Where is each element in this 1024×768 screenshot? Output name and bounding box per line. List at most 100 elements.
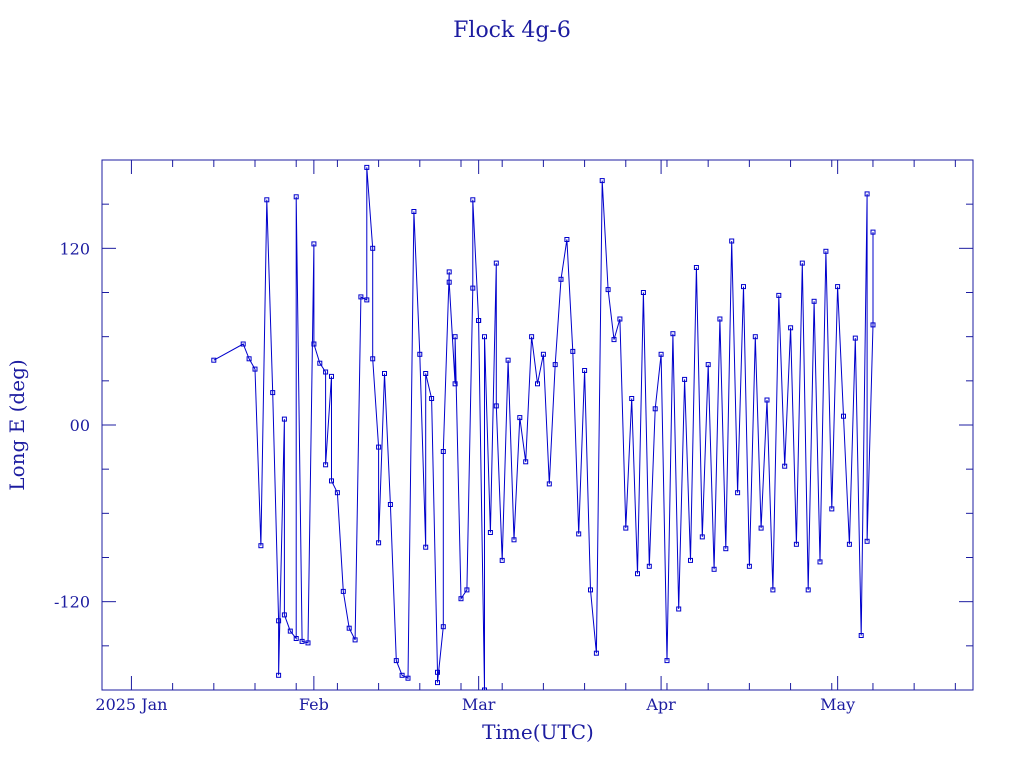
data-point bbox=[817, 559, 823, 565]
data-point bbox=[852, 335, 858, 341]
x-tick-label: May bbox=[820, 695, 855, 714]
data-point bbox=[776, 292, 782, 298]
data-point bbox=[423, 371, 429, 376]
data-point bbox=[770, 587, 776, 593]
data-point bbox=[446, 269, 452, 275]
data-point bbox=[482, 334, 487, 340]
data-point bbox=[711, 566, 717, 572]
data-point bbox=[240, 341, 246, 347]
data-point bbox=[535, 381, 540, 387]
data-point bbox=[640, 290, 646, 295]
data-point bbox=[611, 337, 617, 343]
data-point bbox=[735, 490, 741, 496]
data-point bbox=[511, 537, 517, 543]
data-point bbox=[417, 351, 423, 357]
data-point bbox=[293, 636, 299, 641]
data-point bbox=[246, 356, 252, 362]
data-point bbox=[329, 478, 334, 484]
data-point bbox=[317, 360, 323, 366]
data-point bbox=[299, 638, 305, 644]
data-point bbox=[558, 276, 564, 282]
data-point bbox=[387, 502, 393, 507]
data-point bbox=[676, 606, 682, 612]
data-point bbox=[635, 571, 640, 577]
plot-frame bbox=[101, 159, 974, 691]
data-point bbox=[270, 390, 276, 396]
data-point bbox=[399, 672, 405, 678]
data-point bbox=[446, 279, 452, 285]
data-point bbox=[435, 680, 440, 686]
data-point bbox=[505, 357, 511, 363]
data-point bbox=[517, 415, 523, 421]
data-point bbox=[429, 396, 435, 401]
data-point bbox=[564, 237, 570, 242]
data-point bbox=[699, 534, 705, 540]
data-point bbox=[435, 669, 440, 675]
data-point bbox=[499, 557, 505, 563]
data-point bbox=[258, 543, 264, 549]
data-point bbox=[376, 444, 382, 450]
chart-title: Flock 4g-6 bbox=[453, 18, 571, 43]
data-point bbox=[423, 544, 429, 550]
data-point bbox=[311, 241, 317, 247]
data-point bbox=[458, 596, 464, 602]
x-tick-label: Apr bbox=[645, 695, 676, 714]
y-tick-label: 120 bbox=[59, 239, 90, 258]
data-point bbox=[440, 449, 446, 454]
data-point bbox=[211, 357, 217, 363]
data-point bbox=[746, 563, 752, 569]
y-tick-label: 00 bbox=[70, 416, 90, 435]
data-point bbox=[382, 371, 387, 376]
data-point bbox=[370, 245, 376, 251]
data-point bbox=[411, 209, 417, 214]
data-point bbox=[452, 334, 458, 340]
data-point bbox=[376, 540, 382, 546]
data-point bbox=[287, 628, 293, 634]
data-point bbox=[605, 287, 611, 293]
data-point bbox=[252, 366, 258, 372]
data-point bbox=[805, 587, 811, 593]
data-point bbox=[835, 284, 841, 290]
data-point bbox=[340, 588, 346, 594]
data-point bbox=[346, 625, 352, 631]
data-point bbox=[405, 675, 411, 681]
data-point bbox=[464, 587, 470, 593]
data-point bbox=[311, 341, 317, 347]
series-layer bbox=[211, 164, 876, 690]
data-point bbox=[323, 369, 329, 375]
data-point bbox=[364, 297, 370, 303]
data-point bbox=[570, 348, 576, 354]
y-axis-label: Long E (deg) bbox=[5, 359, 29, 490]
data-point bbox=[823, 248, 829, 254]
data-point bbox=[487, 530, 493, 535]
data-point bbox=[841, 413, 846, 419]
data-point bbox=[281, 416, 287, 422]
axes: 120 00 -120 2025 Jan Feb Mar Apr May bbox=[54, 160, 973, 714]
data-point bbox=[476, 318, 482, 323]
data-point bbox=[617, 316, 623, 322]
data-point bbox=[281, 612, 287, 618]
data-point bbox=[276, 672, 282, 678]
data-point bbox=[793, 541, 799, 547]
data-point bbox=[782, 463, 788, 469]
data-point bbox=[682, 376, 688, 382]
data-point bbox=[470, 197, 476, 203]
data-point bbox=[864, 191, 870, 197]
data-point bbox=[688, 557, 693, 563]
data-point bbox=[393, 658, 399, 664]
data-point bbox=[652, 406, 658, 412]
data-point bbox=[758, 525, 764, 531]
data-point bbox=[629, 396, 635, 401]
data-point bbox=[540, 351, 546, 357]
data-point bbox=[788, 325, 794, 331]
data-point bbox=[305, 640, 311, 646]
data-point bbox=[576, 531, 582, 537]
data-point bbox=[741, 284, 746, 290]
data-point bbox=[705, 362, 711, 368]
data-point bbox=[523, 459, 529, 465]
data-point bbox=[846, 541, 852, 547]
data-point bbox=[658, 351, 664, 357]
series-line bbox=[213, 167, 874, 690]
data-point bbox=[799, 260, 805, 266]
